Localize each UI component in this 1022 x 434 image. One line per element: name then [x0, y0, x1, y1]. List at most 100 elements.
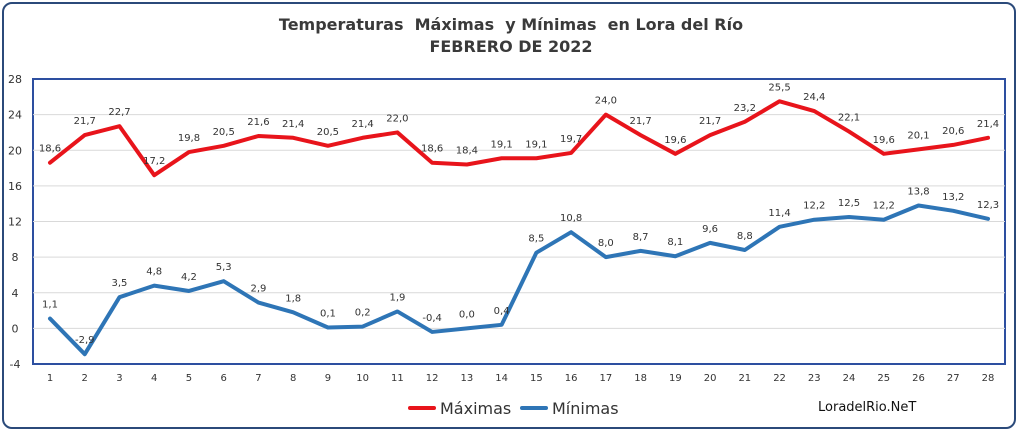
data-label: 19,6 — [664, 135, 686, 146]
data-label: 4,2 — [181, 272, 197, 283]
data-label: 21,4 — [977, 119, 999, 130]
y-tick-label: 24 — [8, 109, 22, 122]
x-tick-label: 19 — [669, 373, 682, 384]
data-label: 9,6 — [702, 224, 718, 235]
data-label: 10,8 — [560, 213, 582, 224]
data-label: 20,1 — [907, 130, 929, 141]
x-tick-label: 16 — [565, 373, 578, 384]
data-label: 21,4 — [282, 119, 304, 130]
data-label: 19,6 — [873, 135, 895, 146]
data-label: 23,2 — [734, 103, 756, 114]
chart-title: Temperaturas Máximas y Mínimas en Lora d… — [278, 15, 744, 34]
data-label: 13,2 — [942, 192, 964, 203]
data-label: 20,5 — [317, 127, 339, 138]
data-label: 8,0 — [598, 238, 614, 249]
x-tick-label: 1 — [47, 373, 53, 384]
y-tick-label: 8 — [12, 251, 19, 264]
data-label: 21,6 — [247, 117, 269, 128]
data-label: 18,6 — [39, 144, 61, 155]
data-label: 21,7 — [699, 116, 721, 127]
data-label: 19,7 — [560, 134, 582, 145]
x-tick-label: 2 — [82, 373, 88, 384]
data-label: 0,0 — [459, 309, 475, 320]
x-tick-label: 8 — [290, 373, 296, 384]
y-tick-label: 0 — [12, 322, 19, 335]
x-tick-label: 11 — [391, 373, 404, 384]
x-tick-label: 14 — [495, 373, 508, 384]
x-tick-label: 4 — [151, 373, 157, 384]
data-label: 24,0 — [595, 96, 617, 107]
data-label: 12,3 — [977, 200, 999, 211]
data-label: 18,4 — [456, 146, 478, 157]
x-tick-label: 6 — [221, 373, 227, 384]
data-label: 2,9 — [250, 284, 266, 295]
data-label: 21,7 — [74, 116, 96, 127]
x-tick-label: 21 — [738, 373, 751, 384]
x-tick-label: 22 — [773, 373, 786, 384]
data-label: 12,2 — [803, 201, 825, 212]
legend-label: Mínimas — [552, 399, 619, 418]
data-label: 0,2 — [355, 308, 371, 319]
data-label: 1,8 — [285, 293, 301, 304]
y-tick-label: 16 — [8, 180, 22, 193]
chart-subtitle: FEBRERO DE 2022 — [429, 37, 593, 56]
y-tick-label: 12 — [8, 216, 22, 229]
legend-label: Máximas — [440, 399, 511, 418]
x-tick-label: 28 — [982, 373, 995, 384]
y-tick-label: 4 — [12, 287, 19, 300]
data-label: 3,5 — [112, 278, 128, 289]
series-line-minimas — [48, 203, 990, 357]
data-label: 1,1 — [42, 300, 58, 311]
data-label: 8,8 — [737, 231, 753, 242]
data-label: 22,0 — [386, 113, 408, 124]
data-label: 8,7 — [633, 232, 649, 243]
data-label: 21,4 — [352, 119, 374, 130]
data-label: 25,5 — [768, 82, 790, 93]
data-label: 19,8 — [178, 133, 200, 144]
data-label: 20,6 — [942, 126, 964, 137]
y-tick-label: -4 — [10, 358, 21, 371]
y-tick-label: 28 — [8, 73, 22, 86]
x-tick-label: 5 — [186, 373, 192, 384]
data-label: 0,4 — [494, 306, 510, 317]
data-label: 19,1 — [490, 139, 512, 150]
data-label: 22,7 — [108, 107, 130, 118]
data-label: 20,5 — [213, 127, 235, 138]
x-tick-label: 12 — [426, 373, 439, 384]
data-label: 21,7 — [629, 116, 651, 127]
x-tick-label: 18 — [634, 373, 647, 384]
data-label: 19,1 — [525, 139, 547, 150]
watermark-text: LoradelRio.NeT — [818, 400, 917, 415]
chart-title-block: Temperaturas Máximas y Mínimas en Lora d… — [4, 14, 1014, 58]
data-label: 4,8 — [146, 267, 162, 278]
data-label: -2,9 — [75, 335, 95, 346]
x-tick-label: 23 — [808, 373, 821, 384]
data-label: 24,4 — [803, 92, 825, 103]
data-label: 13,8 — [907, 186, 929, 197]
data-label: 12,5 — [838, 198, 860, 209]
data-label: 8,1 — [667, 237, 683, 248]
x-tick-label: 20 — [704, 373, 717, 384]
series-line-maximas — [48, 99, 990, 178]
data-label: 17,2 — [143, 156, 165, 167]
x-tick-label: 27 — [947, 373, 960, 384]
y-tick-label: 20 — [8, 144, 22, 157]
x-tick-label: 24 — [843, 373, 856, 384]
x-tick-label: 3 — [116, 373, 122, 384]
x-tick-label: 25 — [877, 373, 890, 384]
x-tick-label: 13 — [461, 373, 474, 384]
data-label: 8,5 — [528, 234, 544, 245]
data-label: 5,3 — [216, 262, 232, 273]
x-tick-label: 7 — [255, 373, 261, 384]
x-tick-label: 17 — [599, 373, 612, 384]
data-label: 18,6 — [421, 144, 443, 155]
x-tick-label: 15 — [530, 373, 543, 384]
data-label: -0,4 — [422, 313, 442, 324]
data-label: 22,1 — [838, 113, 860, 124]
x-tick-label: 10 — [356, 373, 369, 384]
data-label: 12,2 — [873, 201, 895, 212]
data-label: 0,1 — [320, 308, 336, 319]
x-tick-label: 26 — [912, 373, 925, 384]
x-tick-label: 9 — [325, 373, 331, 384]
